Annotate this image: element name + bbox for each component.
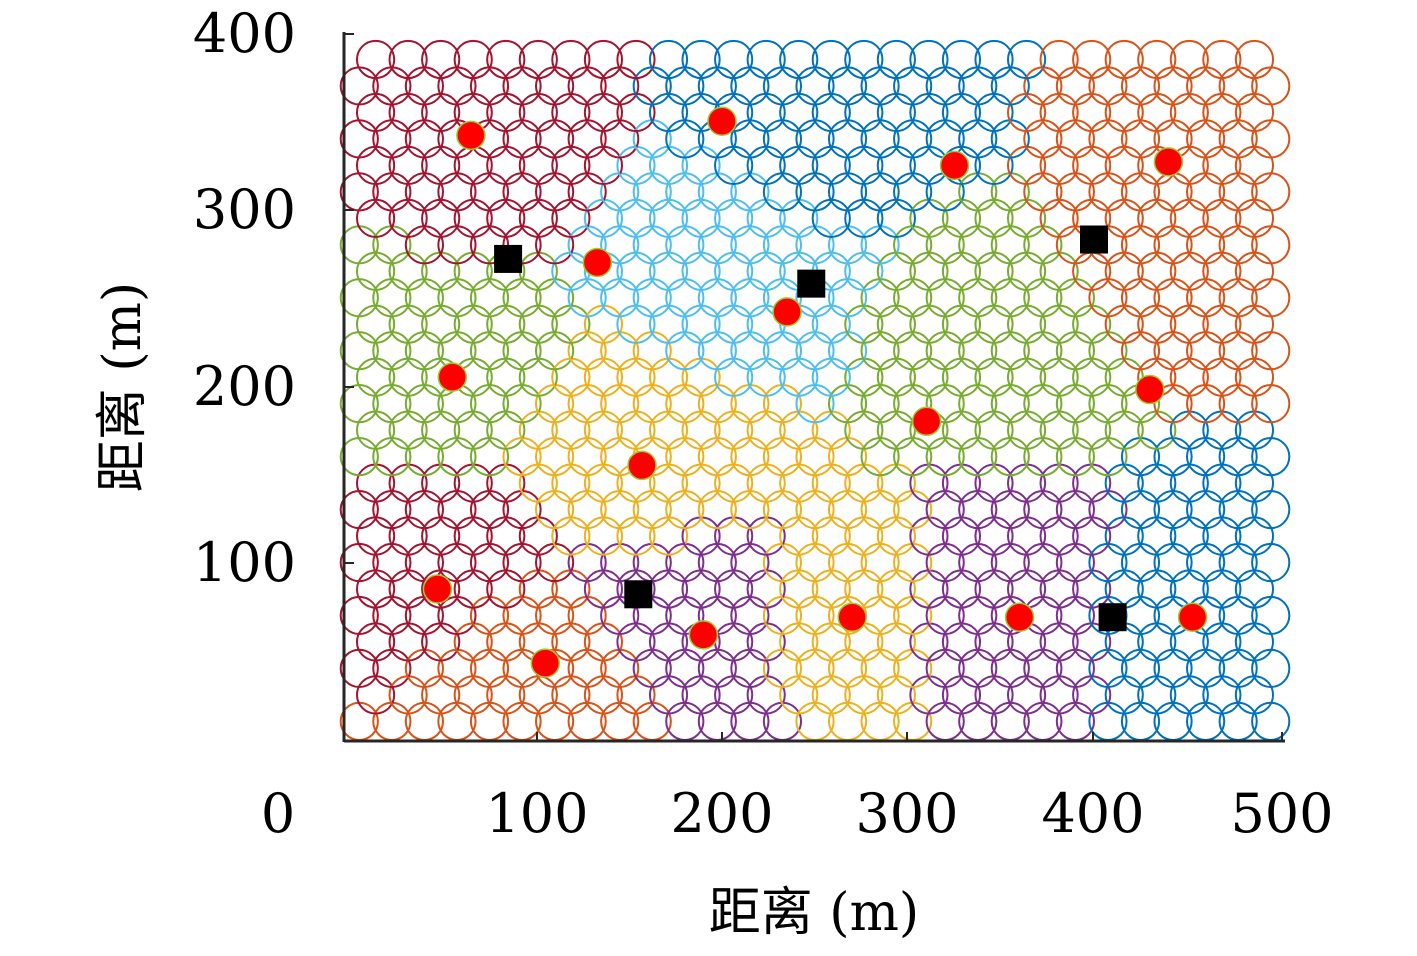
coverage-cell (583, 39, 624, 80)
user-points (422, 106, 1208, 678)
user-point (707, 106, 737, 136)
y-tick-label: 400 (193, 2, 296, 65)
user-point (627, 450, 657, 481)
coverage-cell (974, 39, 1014, 80)
coverage-cell (648, 39, 689, 80)
coverage-cell (1234, 39, 1275, 80)
coverage-cell (486, 39, 526, 80)
user-point (456, 120, 486, 151)
y-tick-label: 300 (193, 178, 296, 241)
coverage-cell (779, 39, 819, 80)
y-tick-label: 200 (193, 355, 296, 418)
coverage-cell (941, 39, 982, 80)
user-point (1135, 374, 1165, 405)
base-station-point (797, 269, 826, 298)
base-station-point (494, 244, 523, 273)
base-station-point (1098, 603, 1127, 632)
coverage-cell (714, 39, 754, 80)
coverage-cell (746, 39, 786, 80)
user-point (422, 574, 453, 604)
coverage-cell (518, 39, 558, 80)
user-point (530, 648, 561, 678)
x-tick-label: 500 (1230, 782, 1333, 845)
x-tick-label: 400 (1041, 782, 1144, 845)
coverage-cell (811, 39, 851, 80)
x-tick-label: 300 (855, 782, 958, 845)
coverage-cell (551, 39, 591, 80)
y-tick-label: 100 (193, 531, 296, 594)
base-station-point (1080, 225, 1108, 254)
user-point (437, 362, 468, 392)
user-point (911, 406, 942, 437)
coverage-cell (1006, 39, 1047, 80)
y-axis-title: 距离 (m) (93, 282, 153, 492)
user-point (772, 297, 802, 327)
coverage-cell (909, 39, 949, 80)
user-point (1153, 147, 1184, 177)
coverage-cell (1072, 39, 1112, 80)
x-axis-title: 距离 (m) (709, 883, 919, 943)
user-point (582, 247, 613, 278)
coverage-cell (421, 39, 461, 80)
coverage-cell (616, 39, 656, 80)
x-tick-label: 200 (670, 782, 773, 845)
coverage-cell (1039, 39, 1079, 80)
coverage-cell (844, 39, 884, 80)
coverage-cell (388, 39, 428, 80)
x-tick-label: 100 (485, 782, 588, 845)
user-point (688, 620, 719, 650)
base-station-point (624, 580, 653, 609)
coverage-cell (1104, 39, 1144, 80)
coverage-cell (876, 39, 916, 80)
user-point (1004, 602, 1035, 632)
coverage-cell (1137, 39, 1177, 80)
coverage-cells (339, 39, 1291, 741)
coverage-cell (355, 39, 396, 80)
user-point (1177, 602, 1208, 632)
coverage-cell (1202, 39, 1242, 80)
coverage-cell (681, 39, 721, 80)
axes: 0 100 200 300 400 500 100 200 300 400 (193, 2, 1334, 845)
user-point (939, 150, 970, 181)
base-station-points (494, 225, 1127, 632)
coverage-cell (1169, 39, 1209, 80)
user-point (837, 602, 867, 632)
x-tick-label: 0 (261, 782, 295, 845)
coverage-cell (453, 39, 493, 80)
